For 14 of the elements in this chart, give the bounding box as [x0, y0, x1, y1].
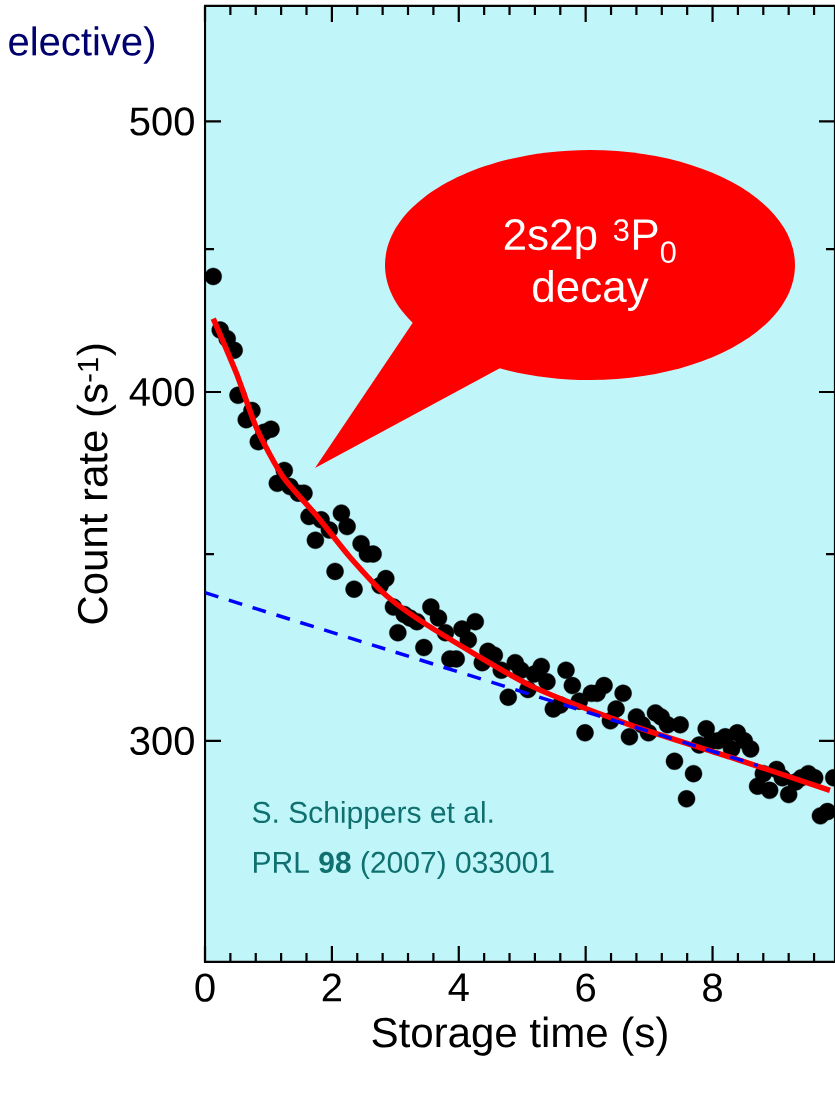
y-axis-title: Count rate (s$^{-1}$) — [76, 344, 116, 624]
text: elective) — [9, 26, 154, 64]
annotation: 2s2p $^{3}$P$_{0}$ decay — [504, 219, 676, 311]
annotation: PRL 98 (2007) 033001 — [253, 851, 554, 879]
x-tick-label: 2 — [322, 973, 341, 1002]
x-tick-label: 0 — [195, 973, 215, 1002]
x-tick-label: 4 — [448, 973, 469, 1001]
annotation: S. Schippers et al. — [252, 801, 493, 829]
x-axis-title: Storage time (s) — [372, 1016, 667, 1056]
y-tick-label: 400 — [129, 377, 194, 407]
y-tick-label: 500 — [130, 107, 194, 136]
y-tick-label: 300 — [130, 726, 194, 756]
x-tick-label: 8 — [703, 973, 722, 1002]
x-tick-label: 6 — [576, 973, 596, 1002]
